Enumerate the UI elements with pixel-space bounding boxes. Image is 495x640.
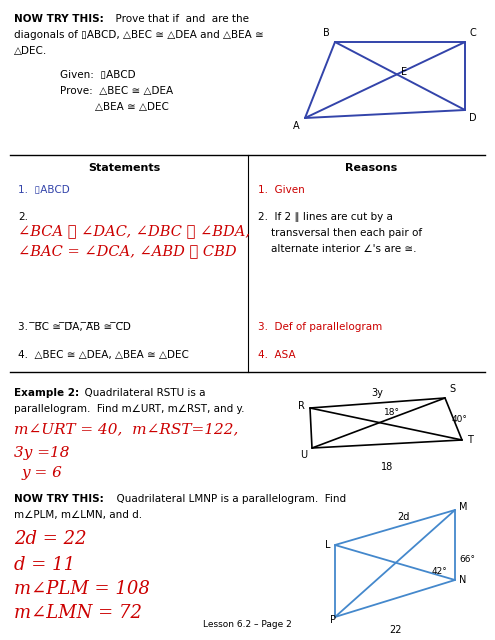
Text: d = 11: d = 11: [14, 556, 75, 574]
Text: 1.  ▯ABCD: 1. ▯ABCD: [18, 185, 70, 195]
Text: ∠BCA ≅ ∠DAC, ∠DBC ≅ ∠BDA,: ∠BCA ≅ ∠DAC, ∠DBC ≅ ∠BDA,: [18, 224, 250, 238]
Text: 3.  Def of parallelogram: 3. Def of parallelogram: [258, 322, 382, 332]
Text: Lesson 6.2 – Page 2: Lesson 6.2 – Page 2: [202, 620, 292, 629]
Text: 66°: 66°: [459, 556, 475, 564]
Text: D: D: [469, 113, 477, 123]
Text: S: S: [449, 384, 455, 394]
Text: 22: 22: [389, 625, 401, 635]
Text: △DEC.: △DEC.: [14, 46, 47, 56]
Text: 40°: 40°: [452, 415, 468, 424]
Text: 3.  ̅B̅C ≅ ̅D̅A, ̅A̅B ≅ ̅C̅D: 3. ̅B̅C ≅ ̅D̅A, ̅A̅B ≅ ̅C̅D: [18, 322, 131, 332]
Text: 1.  Given: 1. Given: [258, 185, 305, 195]
Text: △BEA ≅ △DEC: △BEA ≅ △DEC: [95, 102, 169, 112]
Text: U: U: [300, 450, 307, 460]
Text: y = 6: y = 6: [22, 466, 63, 480]
Text: A: A: [294, 121, 300, 131]
Text: alternate interior ∠'s are ≅.: alternate interior ∠'s are ≅.: [258, 244, 416, 254]
Text: R: R: [298, 401, 305, 411]
Text: 2d = 22: 2d = 22: [14, 530, 87, 548]
Text: m∠PLM, m∠LMN, and d.: m∠PLM, m∠LMN, and d.: [14, 510, 142, 520]
Text: B: B: [323, 28, 330, 38]
Text: parallelogram.  Find m∠URT, m∠RST, and y.: parallelogram. Find m∠URT, m∠RST, and y.: [14, 404, 245, 414]
Text: 18°: 18°: [384, 408, 399, 417]
Text: 3y =18: 3y =18: [14, 446, 69, 460]
Text: ∠BAC = ∠DCA, ∠ABD ≅ CBD: ∠BAC = ∠DCA, ∠ABD ≅ CBD: [18, 244, 237, 258]
Text: L: L: [325, 540, 330, 550]
Text: Reasons: Reasons: [345, 163, 397, 173]
Text: Quadrilateral RSTU is a: Quadrilateral RSTU is a: [78, 388, 205, 398]
Text: m∠PLM = 108: m∠PLM = 108: [14, 580, 150, 598]
Text: M: M: [459, 502, 467, 512]
Text: E: E: [401, 67, 407, 77]
Text: Quadrilateral LMNP is a parallelogram.  Find: Quadrilateral LMNP is a parallelogram. F…: [110, 494, 346, 504]
Text: m∠LMN = 72: m∠LMN = 72: [14, 604, 142, 622]
Text: 2d: 2d: [397, 511, 409, 522]
Text: Example 2:: Example 2:: [14, 388, 79, 398]
Text: transversal then each pair of: transversal then each pair of: [258, 228, 422, 238]
Text: 2.  If 2 ∥ lines are cut by a: 2. If 2 ∥ lines are cut by a: [258, 212, 393, 222]
Text: Given:  ▯ABCD: Given: ▯ABCD: [60, 70, 136, 80]
Text: N: N: [459, 575, 466, 585]
Text: diagonals of ▯ABCD, △BEC ≅ △DEA and △BEA ≅: diagonals of ▯ABCD, △BEC ≅ △DEA and △BEA…: [14, 30, 264, 40]
Text: 4.  △BEC ≅ △DEA, △BEA ≅ △DEC: 4. △BEC ≅ △DEA, △BEA ≅ △DEC: [18, 350, 189, 360]
Text: 2.: 2.: [18, 212, 28, 222]
Text: 3y: 3y: [372, 388, 384, 398]
Text: 42°: 42°: [431, 568, 447, 577]
Text: Prove:  △BEC ≅ △DEA: Prove: △BEC ≅ △DEA: [60, 86, 173, 96]
Text: Prove that if  and  are the: Prove that if and are the: [109, 14, 249, 24]
Text: T: T: [467, 435, 473, 445]
Text: Statements: Statements: [88, 163, 160, 173]
Text: P: P: [330, 615, 336, 625]
Text: 4.  ASA: 4. ASA: [258, 350, 296, 360]
Text: C: C: [469, 28, 476, 38]
Text: m∠URT = 40,  m∠RST=122,: m∠URT = 40, m∠RST=122,: [14, 422, 239, 436]
Text: NOW TRY THIS:: NOW TRY THIS:: [14, 14, 104, 24]
Text: 18: 18: [381, 462, 393, 472]
Text: NOW TRY THIS:: NOW TRY THIS:: [14, 494, 104, 504]
